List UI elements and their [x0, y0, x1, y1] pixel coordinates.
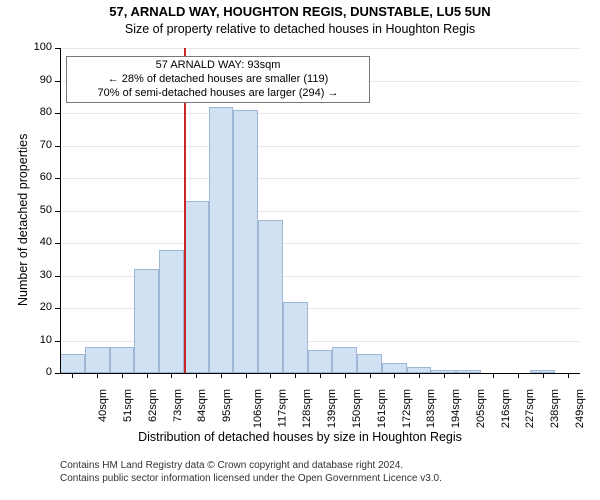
y-tick-label: 60: [22, 171, 52, 183]
y-tick-label: 50: [22, 204, 52, 216]
x-tick-label: 40sqm: [97, 389, 109, 422]
bar: [85, 347, 110, 373]
bar: [110, 347, 135, 373]
x-tick-label: 161sqm: [376, 389, 388, 428]
chart-container: 57, ARNALD WAY, HOUGHTON REGIS, DUNSTABL…: [0, 0, 600, 500]
x-tick-label: 150sqm: [351, 389, 363, 428]
attribution-line-2: Contains public sector information licen…: [60, 473, 442, 486]
attribution: Contains HM Land Registry data © Crown c…: [60, 460, 442, 485]
y-tick-label: 100: [22, 41, 52, 53]
bar: [258, 220, 283, 373]
gridline: [60, 113, 580, 114]
chart-title: 57, ARNALD WAY, HOUGHTON REGIS, DUNSTABL…: [0, 4, 600, 19]
x-tick-label: 73sqm: [172, 389, 184, 422]
gridline: [60, 178, 580, 179]
bar: [332, 347, 357, 373]
attribution-line-1: Contains HM Land Registry data © Crown c…: [60, 460, 442, 473]
x-tick-label: 84sqm: [196, 389, 208, 422]
x-axis-line: [60, 373, 580, 374]
info-box: 57 ARNALD WAY: 93sqm← 28% of detached ho…: [66, 56, 370, 103]
bar: [159, 250, 184, 374]
x-tick-label: 139sqm: [326, 389, 338, 428]
gridline: [60, 146, 580, 147]
y-tick-label: 80: [22, 106, 52, 118]
info-box-line: ← 28% of detached houses are smaller (11…: [73, 73, 363, 87]
bar: [209, 107, 234, 374]
y-tick-label: 40: [22, 236, 52, 248]
x-tick-label: 205sqm: [475, 389, 487, 428]
x-tick-label: 238sqm: [549, 389, 561, 428]
bar: [184, 201, 209, 373]
y-tick-label: 70: [22, 139, 52, 151]
bar: [60, 354, 85, 374]
bar: [283, 302, 308, 374]
x-tick-label: 249sqm: [574, 389, 586, 428]
y-tick-label: 30: [22, 269, 52, 281]
y-tick-label: 10: [22, 334, 52, 346]
chart-subtitle: Size of property relative to detached ho…: [0, 22, 600, 36]
gridline: [60, 211, 580, 212]
bar: [308, 350, 333, 373]
bar: [233, 110, 258, 373]
x-tick-label: 62sqm: [147, 389, 159, 422]
x-tick-label: 51sqm: [122, 389, 134, 422]
x-tick-label: 194sqm: [450, 389, 462, 428]
x-axis-label: Distribution of detached houses by size …: [0, 430, 600, 444]
y-tick-label: 90: [22, 74, 52, 86]
bar: [382, 363, 407, 373]
x-tick-label: 216sqm: [500, 389, 512, 428]
y-tick-label: 0: [22, 366, 52, 378]
x-tick-label: 128sqm: [302, 389, 314, 428]
x-tick-label: 117sqm: [276, 389, 288, 427]
x-tick-label: 227sqm: [524, 389, 536, 428]
info-box-line: 70% of semi-detached houses are larger (…: [73, 87, 363, 101]
gridline: [60, 243, 580, 244]
y-axis-line: [60, 48, 61, 373]
plot-area: 57 ARNALD WAY: 93sqm← 28% of detached ho…: [60, 48, 580, 373]
info-box-line: 57 ARNALD WAY: 93sqm: [73, 59, 363, 73]
x-tick-label: 172sqm: [401, 389, 413, 428]
x-tick-label: 106sqm: [252, 389, 264, 428]
y-tick-label: 20: [22, 301, 52, 313]
gridline: [60, 48, 580, 49]
x-tick-label: 183sqm: [425, 389, 437, 428]
x-tick-label: 95sqm: [221, 389, 233, 422]
bar: [357, 354, 382, 374]
bar: [134, 269, 159, 373]
